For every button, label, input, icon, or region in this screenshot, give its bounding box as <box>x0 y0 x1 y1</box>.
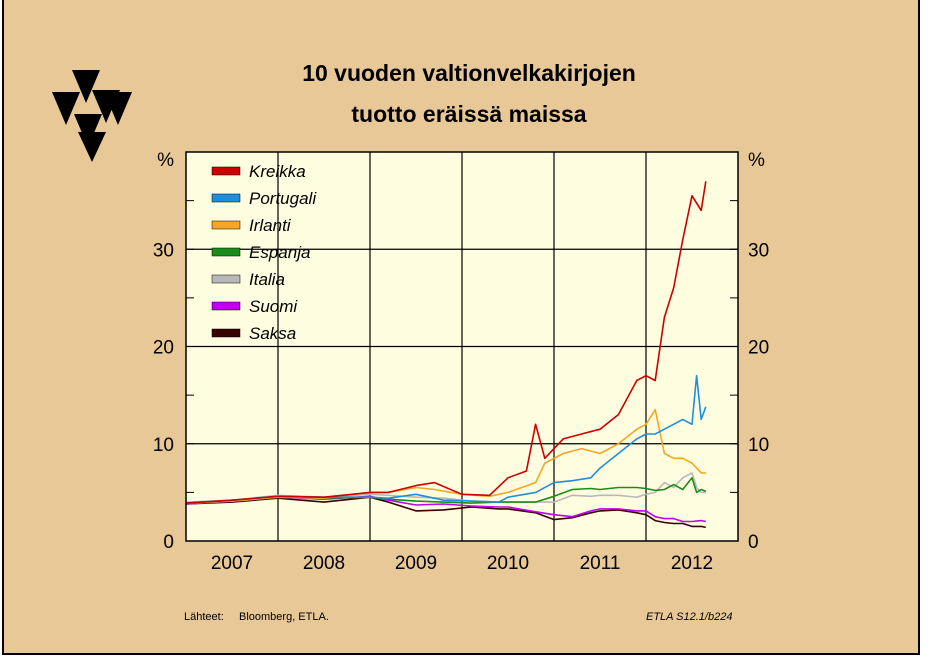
sources-label: Lähteet: <box>184 611 224 623</box>
series-line-kreikka <box>185 181 707 504</box>
y-tick-label-right: 10 <box>748 435 769 456</box>
x-tick-label: 2007 <box>211 553 253 574</box>
y-unit-left: % <box>157 150 174 171</box>
legend-swatch <box>211 166 241 176</box>
y-tick-label-left: 30 <box>153 240 174 261</box>
chart-slide: 10 vuoden valtionvelkakirjojen tuotto er… <box>2 0 920 655</box>
chart-code: ETLA S12.1/b224 <box>646 611 733 623</box>
legend-label: Irlanti <box>249 216 292 235</box>
legend-label: Italia <box>249 270 285 289</box>
legend-swatch <box>211 328 241 338</box>
legend-swatch <box>211 193 241 203</box>
etla-logo-icon <box>52 70 132 162</box>
legend-label: Suomi <box>249 297 298 316</box>
legend-swatch <box>211 247 241 257</box>
series-line-portugali <box>185 374 707 504</box>
legend-label: Espanja <box>249 243 310 262</box>
series-line-italia <box>185 472 706 503</box>
legend-label: Saksa <box>249 324 296 343</box>
legend-swatch <box>211 220 241 230</box>
y-tick-label-right: 20 <box>748 338 769 359</box>
y-tick-label-left: 0 <box>163 532 174 553</box>
x-tick-label: 2012 <box>671 553 713 574</box>
x-tick-label: 2008 <box>303 553 345 574</box>
sources-text: Bloomberg, ETLA. <box>239 611 329 623</box>
x-tick-label: 2010 <box>487 553 529 574</box>
legend-label: Kreikka <box>249 162 306 181</box>
y-unit-right: % <box>748 150 765 171</box>
y-tick-label-right: 30 <box>748 240 769 261</box>
legend-swatch <box>211 274 241 284</box>
x-tick-label: 2011 <box>580 553 621 574</box>
legend-label: Portugali <box>249 189 317 208</box>
plot-frame <box>185 151 739 542</box>
y-tick-label-left: 10 <box>153 435 174 456</box>
chart-title-line2: tuotto eräissä maissa <box>351 101 587 127</box>
y-tick-label-left: 20 <box>153 338 174 359</box>
legend-swatch <box>211 301 241 311</box>
y-tick-label-right: 0 <box>748 532 759 553</box>
x-tick-label: 2009 <box>395 553 437 574</box>
chart-title-line1: 10 vuoden valtionvelkakirjojen <box>302 60 636 86</box>
